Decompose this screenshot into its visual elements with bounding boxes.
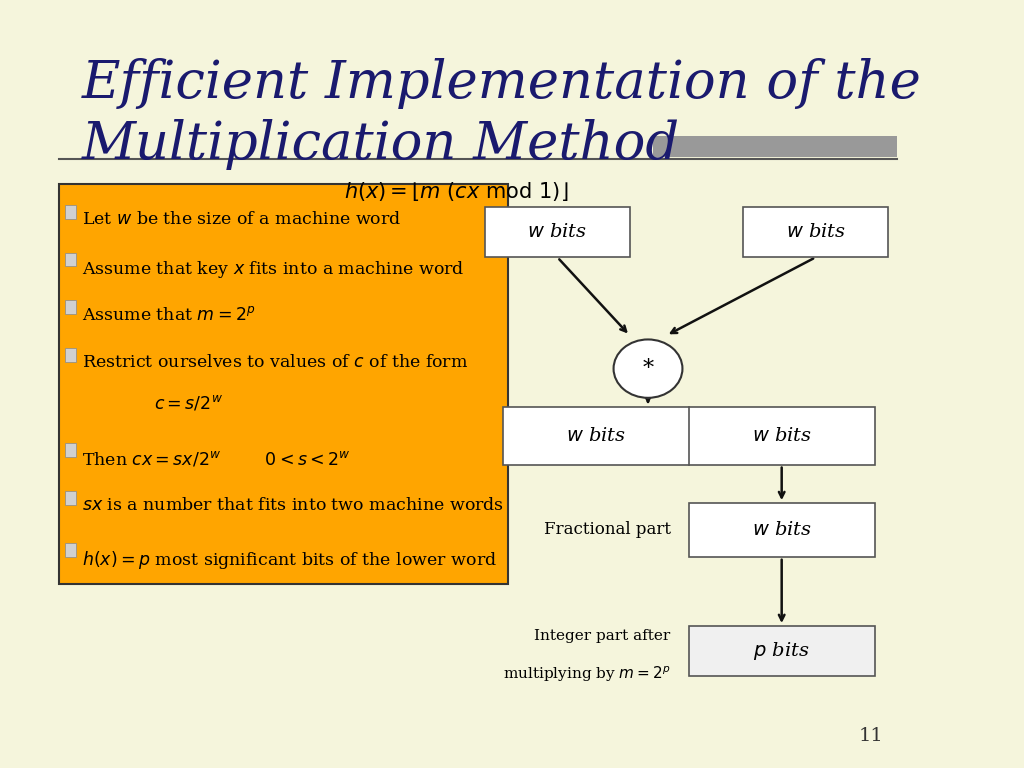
Text: Let $w$ be the size of a machine word: Let $w$ be the size of a machine word <box>82 211 400 228</box>
FancyBboxPatch shape <box>689 503 874 557</box>
Text: Fractional part: Fractional part <box>544 521 671 538</box>
FancyBboxPatch shape <box>485 207 630 257</box>
Text: $w$ bits: $w$ bits <box>527 223 588 241</box>
Text: $c = s / 2^w$: $c = s / 2^w$ <box>154 394 223 413</box>
FancyBboxPatch shape <box>66 543 76 557</box>
FancyBboxPatch shape <box>66 348 76 362</box>
Text: $h(x) = \lfloor m\ (cx\ \mathrm{mod}\ 1) \rfloor$: $h(x) = \lfloor m\ (cx\ \mathrm{mod}\ 1)… <box>344 180 569 203</box>
Text: $w$ bits: $w$ bits <box>752 427 812 445</box>
Text: Assume that $m = 2^p$: Assume that $m = 2^p$ <box>82 306 255 324</box>
FancyBboxPatch shape <box>652 136 897 157</box>
FancyBboxPatch shape <box>503 407 874 465</box>
Text: $sx$ is a number that fits into two machine words: $sx$ is a number that fits into two mach… <box>82 497 504 514</box>
FancyBboxPatch shape <box>66 253 76 266</box>
Text: 11: 11 <box>859 727 884 745</box>
Text: multiplying by $m = 2^p$: multiplying by $m = 2^p$ <box>503 664 671 684</box>
FancyBboxPatch shape <box>743 207 888 257</box>
Text: *: * <box>642 358 653 379</box>
Text: Integer part after: Integer part after <box>535 628 671 643</box>
FancyBboxPatch shape <box>66 300 76 314</box>
FancyBboxPatch shape <box>66 205 76 219</box>
FancyBboxPatch shape <box>689 626 874 676</box>
Text: Assume that key $x$ fits into a machine word: Assume that key $x$ fits into a machine … <box>82 259 464 280</box>
Text: Restrict ourselves to values of $c$ of the form: Restrict ourselves to values of $c$ of t… <box>82 354 468 371</box>
Text: Multiplication Method: Multiplication Method <box>82 119 680 170</box>
Text: $w$ bits: $w$ bits <box>752 521 812 539</box>
Text: $w$ bits: $w$ bits <box>785 223 846 241</box>
FancyBboxPatch shape <box>66 443 76 457</box>
Text: $h(x) = p$ most significant bits of the lower word: $h(x) = p$ most significant bits of the … <box>82 549 497 571</box>
Text: Efficient Implementation of the: Efficient Implementation of the <box>82 58 922 108</box>
Text: $p$ bits: $p$ bits <box>754 640 810 662</box>
FancyBboxPatch shape <box>59 184 508 584</box>
Circle shape <box>613 339 682 398</box>
FancyBboxPatch shape <box>66 491 76 505</box>
Text: Then $cx = sx / 2^w$ $\quad\quad$ $0 < s < 2^w$: Then $cx = sx / 2^w$ $\quad\quad$ $0 < s… <box>82 449 350 468</box>
Text: $w$ bits: $w$ bits <box>566 427 626 445</box>
